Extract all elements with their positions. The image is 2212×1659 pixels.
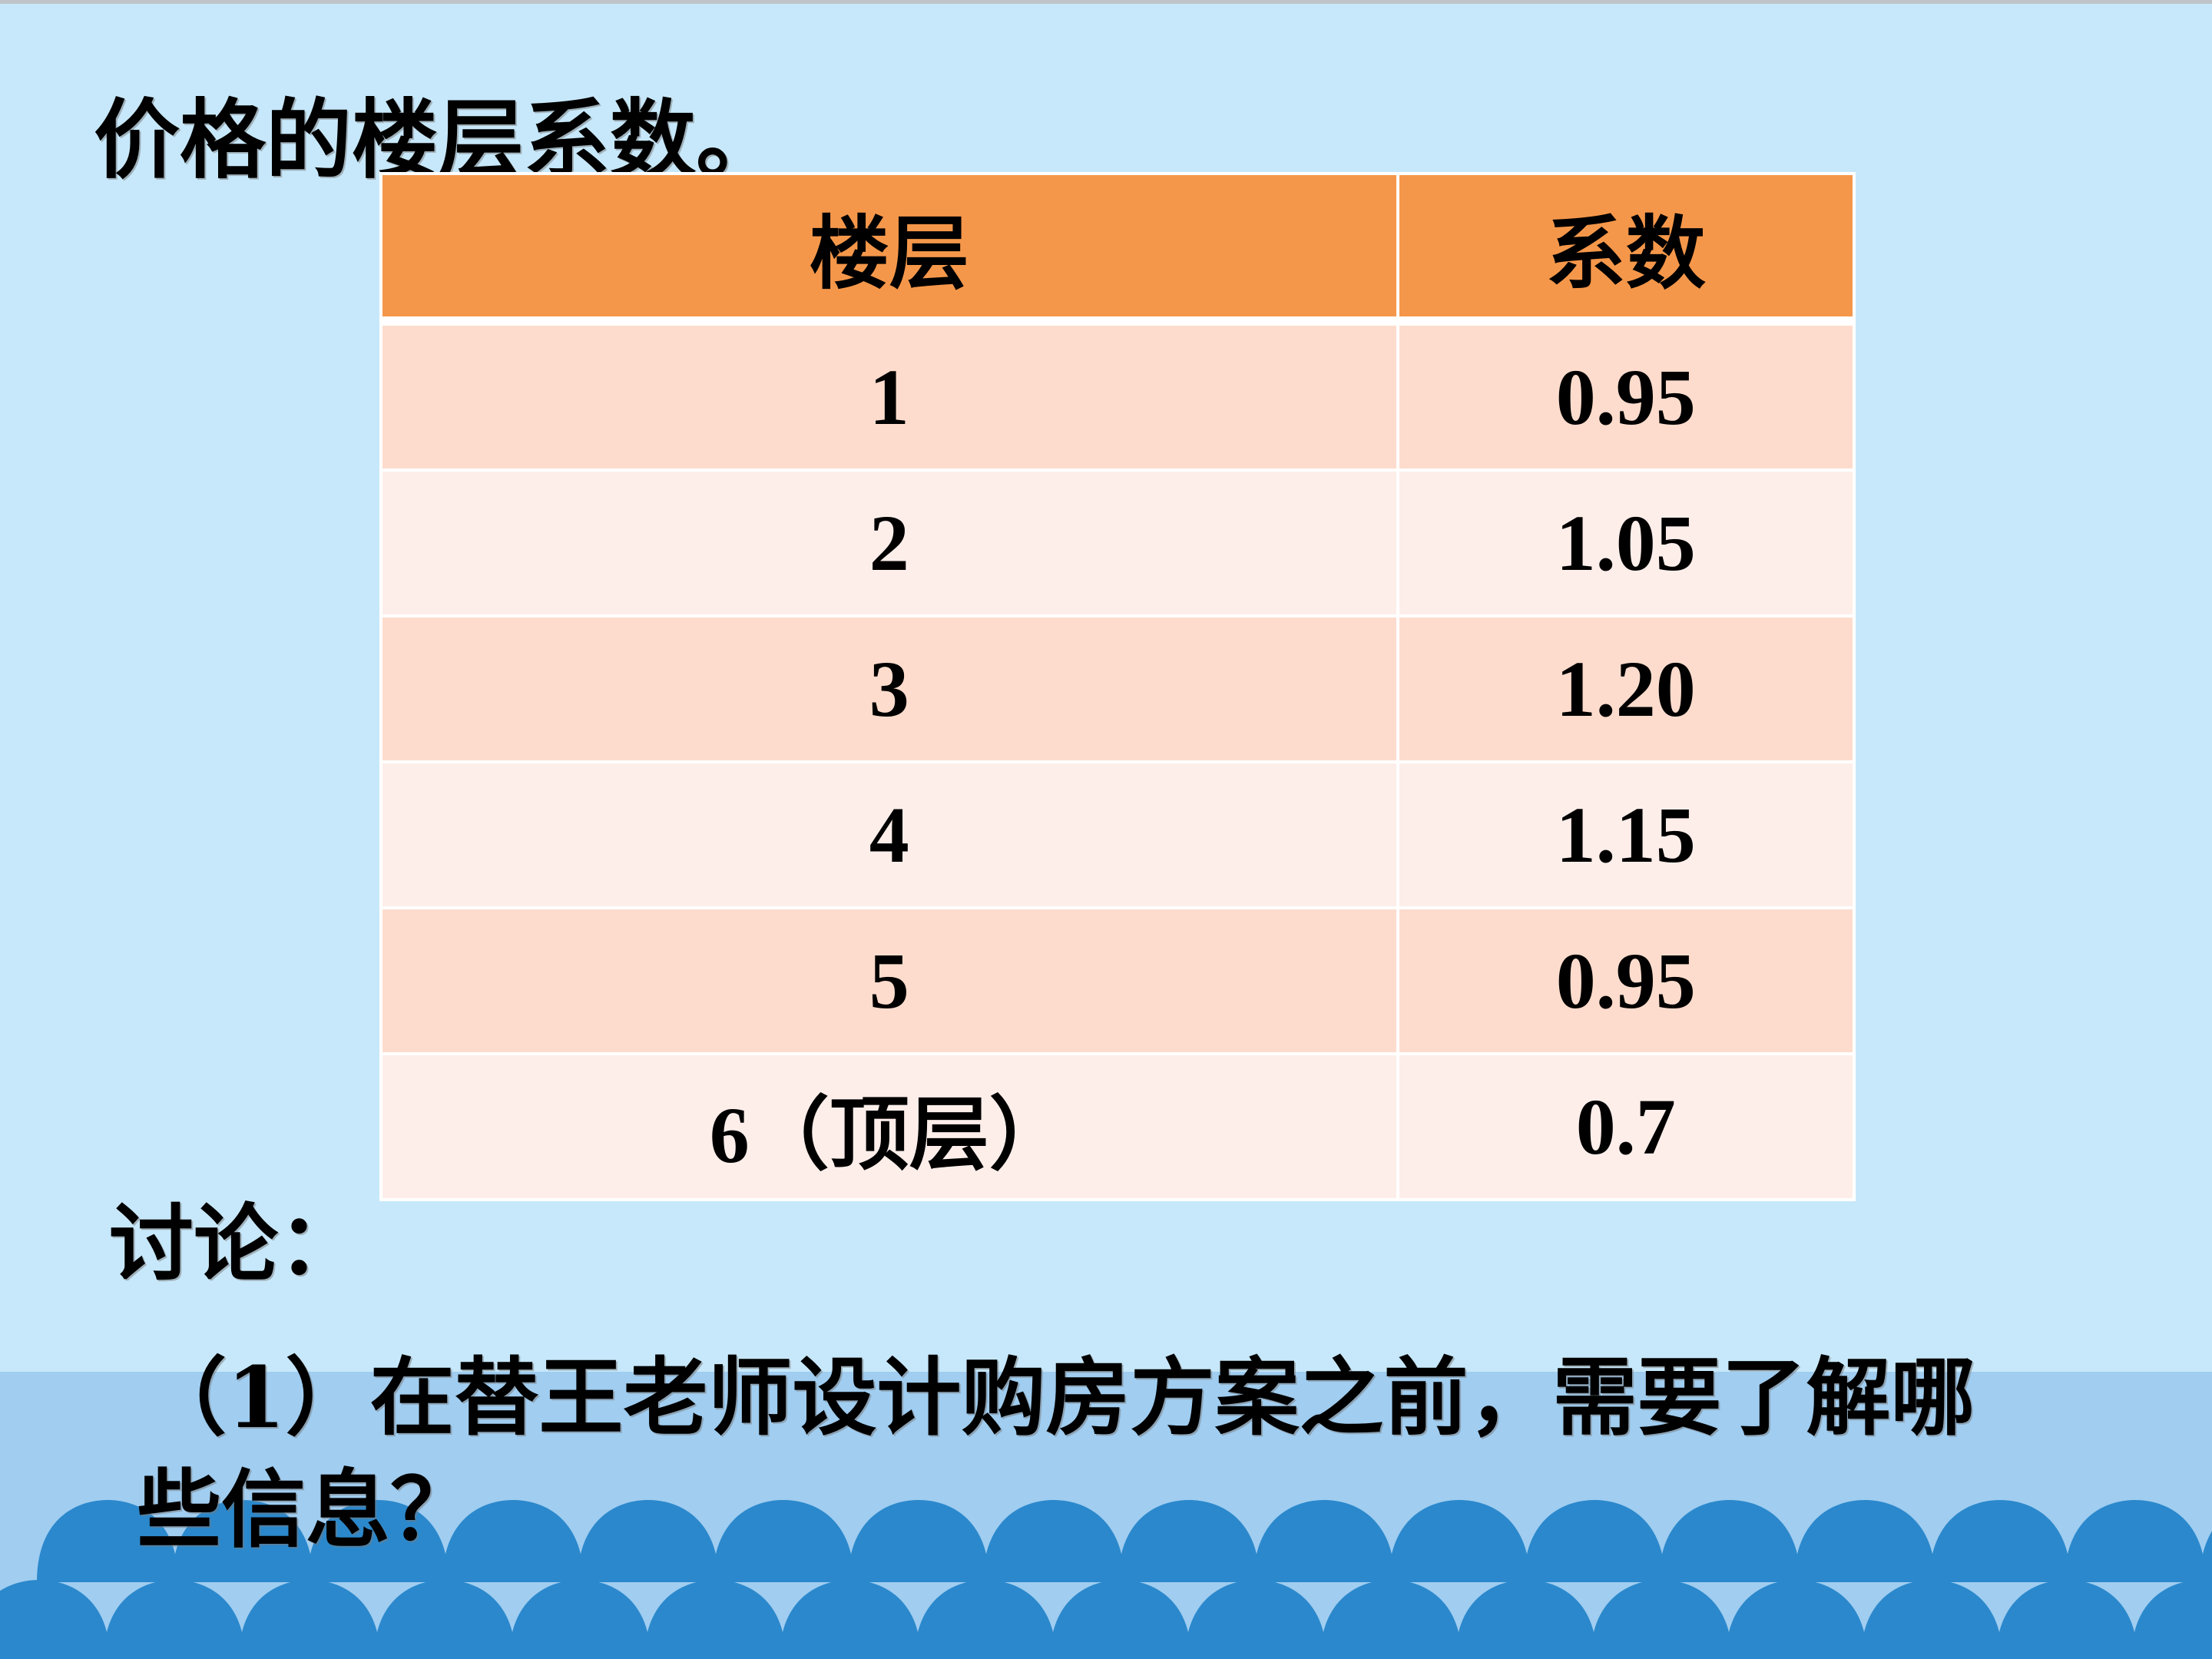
- wave-arch: [1591, 1580, 1732, 1659]
- coefficient-cell: 0.95: [1396, 906, 1856, 1055]
- table-header-row: 楼层 系数: [379, 172, 1856, 326]
- coefficient-cell: 0.95: [1396, 320, 1856, 472]
- wave-arch: [848, 1500, 989, 1582]
- floor-cell: 6（顶层）: [379, 1052, 1399, 1201]
- wave-arch: [239, 1580, 380, 1659]
- header-coefficient: 系数: [1396, 172, 1856, 326]
- wave-arch: [915, 1580, 1056, 1659]
- wave-arch: [1185, 1580, 1326, 1659]
- floor-coefficient-table: 楼层 系数 1 0.95 2 1.05 3 1.20 4 1.15 5 0.95 6（顶层…: [379, 172, 1856, 1201]
- table-row: 1 0.95: [379, 320, 1856, 472]
- wave-arch: [1253, 1500, 1395, 1582]
- header-floor: 楼层: [379, 172, 1399, 326]
- wave-arch: [1455, 1580, 1597, 1659]
- wave-arch: [2131, 1580, 2212, 1659]
- coefficient-cell: 0.7: [1396, 1052, 1856, 1201]
- wave-arch: [983, 1500, 1124, 1582]
- wave-arch: [104, 1580, 245, 1659]
- top-border: [0, 0, 2212, 4]
- wave-arch: [1726, 1580, 1867, 1659]
- wave-arch: [0, 1580, 110, 1659]
- table-row: 4 1.15: [379, 760, 1856, 909]
- table-row: 6（顶层） 0.7: [379, 1052, 1856, 1201]
- floor-cell: 5: [379, 906, 1399, 1055]
- wave-arch: [1996, 1580, 2137, 1659]
- table-row: 2 1.05: [379, 469, 1856, 618]
- wave-arch: [1659, 1500, 1800, 1582]
- wave-arch: [1050, 1580, 1191, 1659]
- floor-cell: 2: [379, 469, 1399, 618]
- coefficient-cell: 1.15: [1396, 760, 1856, 909]
- wave-arch: [509, 1580, 651, 1659]
- wave-arch: [578, 1500, 719, 1582]
- wave-arch: [442, 1500, 584, 1582]
- wave-arch: [1320, 1580, 1462, 1659]
- wave-arch: [2200, 1531, 2212, 1582]
- table-row: 3 1.20: [379, 614, 1856, 763]
- wave-arch: [780, 1580, 921, 1659]
- coefficient-cell: 1.05: [1396, 469, 1856, 618]
- discussion-label: 讨论：: [109, 1194, 363, 1293]
- table-row: 5 0.95: [379, 906, 1856, 1055]
- wave-arch: [374, 1580, 515, 1659]
- wave-arch: [1929, 1500, 2071, 1582]
- wave-arch: [37, 1500, 178, 1582]
- coefficient-cell: 1.20: [1396, 614, 1856, 763]
- floor-cell: 3: [379, 614, 1399, 763]
- floor-cell: 1: [379, 320, 1399, 472]
- wave-arch: [1389, 1500, 1530, 1582]
- question-1-line-2: 些信息？: [137, 1460, 475, 1559]
- wave-arch: [172, 1500, 313, 1582]
- wave-arch: [713, 1500, 854, 1582]
- wave-arch: [2065, 1500, 2206, 1582]
- wave-arch: [644, 1580, 786, 1659]
- wave-arch: [1524, 1500, 1665, 1582]
- wave-arch: [307, 1500, 449, 1582]
- wave-arch: [1118, 1500, 1260, 1582]
- wave-arch: [1794, 1500, 1936, 1582]
- wave-arch: [1861, 1580, 2002, 1659]
- floor-cell: 4: [379, 760, 1399, 909]
- question-1-line-1: （1）在替王老师设计购房方案之前，需要了解哪: [142, 1348, 1975, 1447]
